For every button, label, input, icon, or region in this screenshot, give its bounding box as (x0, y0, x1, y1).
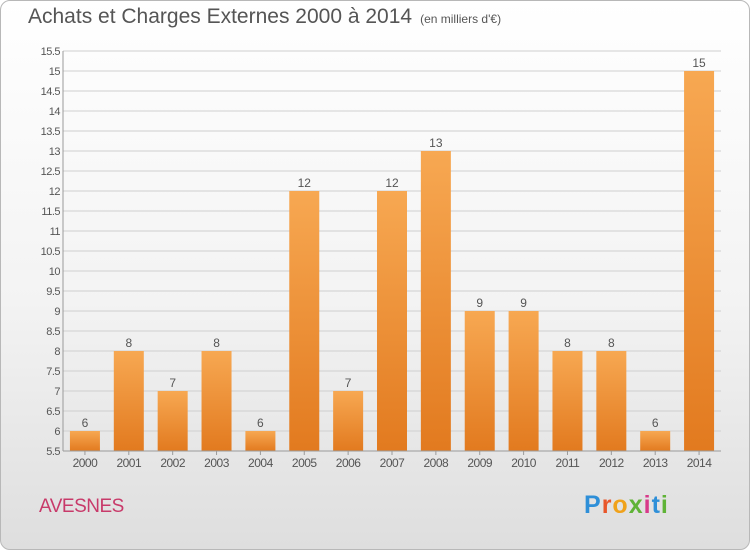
x-axis: 2000 2001 2002 2003 2004 2005 2006 2007 2008 2009… (63, 450, 721, 470)
x-tick-label: 2009 (467, 456, 493, 470)
x-tick-label: 2014 (687, 456, 713, 470)
y-tick-label: 10 (49, 266, 61, 278)
bar (245, 431, 276, 451)
bar (201, 351, 232, 451)
y-tick-label: 14.5 (41, 86, 61, 98)
bar-value-label: 7 (169, 376, 176, 390)
x-tick-label: 2010 (511, 456, 537, 470)
y-tick-label: 6 (54, 426, 60, 438)
bar (157, 391, 188, 451)
x-tick-label: 2004 (248, 456, 274, 470)
x-tick-label: 2002 (160, 456, 186, 470)
bar-value-label: 8 (608, 336, 615, 350)
bar-value-label: 6 (257, 416, 264, 430)
y-tick-label: 11.5 (41, 206, 60, 218)
bar (113, 351, 144, 451)
bars: 6 8 7 8 6 12 7 12 13 9 9 8 8 6 15 (69, 56, 715, 451)
bar (596, 351, 627, 451)
x-tick-label: 2001 (116, 456, 142, 470)
bar (69, 431, 100, 451)
bar (508, 311, 539, 451)
chart-title-block: Achats et Charges Externes 2000 à 2014 (e… (28, 5, 501, 29)
bar (377, 191, 407, 451)
x-tick-label: 2006 (336, 456, 362, 470)
bar (640, 431, 671, 451)
y-axis: 5.5 6 6.5 7 7.5 8 8.5 9 9.5 10 10.5 11 11.5 12 12.5 13 1… (41, 46, 64, 458)
y-tick-label: 13.5 (41, 126, 61, 138)
bar-value-label: 15 (692, 56, 706, 70)
x-tick-label: 2005 (292, 456, 318, 470)
y-tick-label: 14 (49, 106, 61, 118)
bar-value-label: 7 (345, 376, 352, 390)
x-tick-label: 2008 (424, 456, 450, 470)
x-tick-label: 2000 (73, 456, 99, 470)
bar-value-label: 12 (385, 176, 399, 190)
y-tick-label: 9.5 (46, 286, 60, 298)
y-tick-label: 11 (50, 226, 61, 238)
x-tick-label: 2012 (599, 456, 625, 470)
y-tick-label: 9 (54, 306, 60, 318)
y-tick-label: 7.5 (46, 366, 60, 378)
y-tick-label: 13 (49, 146, 61, 158)
bar-value-label: 6 (652, 416, 659, 430)
bar (464, 311, 495, 451)
location-label: AVESNES (39, 496, 124, 517)
bar (552, 351, 583, 451)
x-tick-label: 2003 (204, 456, 230, 470)
x-tick-label: 2013 (643, 456, 669, 470)
bar-value-label: 8 (125, 336, 132, 350)
bar (684, 71, 715, 451)
bar-value-label: 9 (476, 296, 483, 310)
brand-logo: Proxiti (584, 491, 669, 519)
chart-title: Achats et Charges Externes 2000 à 2014 (28, 5, 413, 28)
y-tick-label: 5.5 (46, 446, 60, 458)
y-tick-label: 10.5 (41, 246, 61, 258)
y-tick-label: 8 (54, 346, 60, 358)
bar-value-label: 12 (298, 176, 312, 190)
y-tick-label: 12.5 (41, 166, 61, 178)
y-tick-label: 12 (49, 186, 61, 198)
bar (333, 391, 364, 451)
bar-value-label: 8 (213, 336, 220, 350)
bar (420, 151, 451, 451)
y-tick-label: 15 (49, 66, 61, 78)
x-tick-label: 2007 (380, 456, 406, 470)
y-tick-label: 6.5 (46, 406, 60, 418)
bar-value-label: 13 (429, 136, 443, 150)
y-tick-label: 15.5 (41, 46, 61, 58)
y-tick-label: 8.5 (46, 326, 60, 338)
x-tick-label: 2011 (556, 456, 581, 470)
bar-value-label: 6 (82, 416, 89, 430)
bar-value-label: 8 (564, 336, 571, 350)
bar-value-label: 9 (520, 296, 527, 310)
y-tick-label: 7 (54, 386, 60, 398)
chart-unit-note: (en milliers d'€) (420, 12, 502, 26)
bar (289, 191, 320, 451)
